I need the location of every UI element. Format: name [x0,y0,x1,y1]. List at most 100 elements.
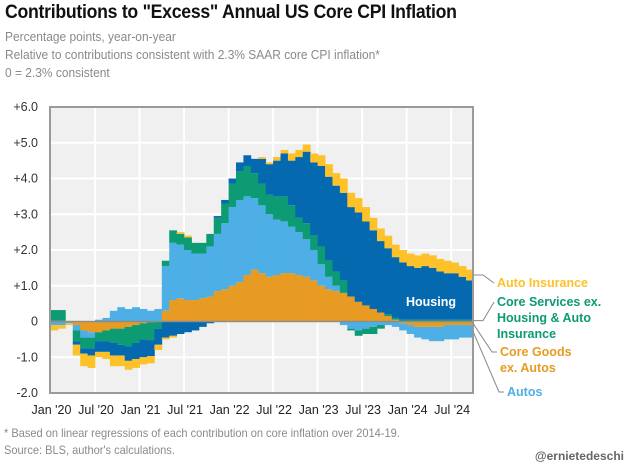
bar-segment-auto-insurance [466,269,474,281]
bar-segment-core-goods-ex-autos [436,321,445,327]
bar-segment-autos [376,321,385,326]
bar-segment-housing [176,321,185,335]
bar-segment-core-goods-ex-autos [117,321,126,329]
bar-segment-core-services-ex-housing-auto-insurance [466,319,474,322]
bar-segment-core-goods-ex-autos [391,319,400,322]
bar-segment-auto-insurance [339,178,348,193]
bar-segment-core-services-ex-housing-auto-insurance [287,205,296,227]
bar-segment-auto-insurance [161,337,170,340]
bar-segment-housing [236,162,244,172]
bar-segment-autos [154,308,163,322]
bar-segment-autos [458,325,467,338]
bar-segment-core-goods-ex-autos [109,321,118,329]
bar-segment-core-goods-ex-autos [273,275,281,322]
legend-label: ex. Autos [500,361,556,375]
bar-segment-core-goods-ex-autos [451,321,459,326]
bar-segment-housing [354,212,363,302]
bar-segment-core-services-ex-housing-auto-insurance [399,319,408,322]
bar-segment-housing [109,342,118,356]
bar-segment-core-goods-ex-autos [169,300,178,322]
bar-segment-housing [198,321,207,327]
bar-segment-auto-insurance [95,351,103,358]
bar-segment-core-goods-ex-autos [258,273,267,322]
bar-segment-autos [466,325,474,338]
bar-segment-autos [206,246,215,297]
bar-segment-core-services-ex-housing-auto-insurance [310,235,319,250]
bar-segment-autos [436,326,445,342]
bar-segment-housing [184,321,192,333]
y-tick-label: +4.0 [13,172,38,186]
bar-segment-autos [310,250,319,281]
bar-segment-housing [146,340,155,357]
bar-segment-housing [332,185,341,272]
bar-segment-autos [95,319,103,322]
legend-leader-line [473,274,495,284]
bar-segment-autos [354,321,363,331]
bar-segment-core-services-ex-housing-auto-insurance [273,196,281,220]
bar-segment-core-goods-ex-autos [466,321,474,326]
bar-segment-housing [273,160,281,197]
bar-segment-core-services-ex-housing-auto-insurance [339,280,348,293]
bar-segment-auto-insurance [87,355,96,368]
bar-segment-core-services-ex-housing-auto-insurance [265,194,274,215]
bar-segment-core-goods-ex-autos [102,321,111,331]
bar-segment-autos [265,214,274,277]
bar-segment-core-goods-ex-autos [80,321,88,331]
bar-segment-core-services-ex-housing-auto-insurance [57,310,66,321]
bar-segment-auto-insurance [369,217,378,231]
bar-segment-core-services-ex-housing-auto-insurance [391,317,400,320]
bar-segment-core-goods-ex-autos [384,316,393,322]
bar-segment-autos [176,244,185,299]
bar-segment-auto-insurance [139,357,148,365]
bar-segment-autos [191,253,200,301]
bar-segment-housing [310,162,319,236]
bar-segment-autos [57,321,66,326]
bar-segment-core-goods-ex-autos [287,273,296,322]
bar-segment-auto-insurance [302,144,311,152]
x-axis: Jan '20 Jul '20 Jan '21 Jul '21 Jan '22 Jul '… [32,403,471,417]
bar-segment-autos [184,250,192,301]
bar-segment-core-services-ex-housing-auto-insurance [458,319,467,322]
y-tick-label: -2.0 [16,386,38,400]
subtitle-relative: Relative to contributions consistent wit… [5,47,380,62]
bar-segment-core-services-ex-housing-auto-insurance [50,310,59,321]
bar-segment-core-goods-ex-autos [347,296,356,322]
bar-segment-core-services-ex-housing-auto-insurance [206,233,215,247]
bar-segment-autos [198,253,207,299]
bar-segment-autos [443,325,452,340]
bar-segment-housing [161,321,170,338]
bar-segment-core-services-ex-housing-auto-insurance [80,337,88,349]
bar-segment-core-services-ex-housing-auto-insurance [243,165,252,197]
bar-segment-core-goods-ex-autos [325,289,333,322]
bar-segment-autos [221,223,229,290]
bar-segment-auto-insurance [421,253,430,267]
bar-segment-core-services-ex-housing-auto-insurance [154,321,163,329]
bar-segment-auto-insurance [406,253,415,267]
bar-segment-core-services-ex-housing-auto-insurance [369,326,378,335]
bar-segment-core-services-ex-housing-auto-insurance [384,314,393,317]
bar-segment-core-services-ex-housing-auto-insurance [302,223,311,240]
bar-segment-core-goods-ex-autos [250,269,259,322]
bar-segment-core-services-ex-housing-auto-insurance [72,330,81,342]
x-tick-label: Jul '24 [434,403,470,417]
bar-segment-core-goods-ex-autos [376,312,385,322]
bar-segment-core-services-ex-housing-auto-insurance [414,319,422,322]
y-tick-label: +5.0 [13,136,38,150]
bar-segment-housing [191,321,200,331]
bar-segment-autos [117,307,126,322]
bar-segment-housing [287,160,296,206]
author-handle: @ernietedeschi [534,449,624,463]
bar-segment-auto-insurance [332,173,341,186]
bar-segment-core-goods-ex-autos [369,308,378,322]
bar-segment-housing [243,155,252,166]
bar-segment-auto-insurance [414,255,422,268]
bar-segment-core-services-ex-housing-auto-insurance [102,330,111,342]
subtitle-zero-note: 0 = 2.3% consistent [5,65,110,80]
bar-segment-housing [228,178,237,184]
bar-segment-autos [273,219,281,276]
bar-segment-core-goods-ex-autos [339,292,348,322]
bar-segment-core-goods-ex-autos [124,321,133,327]
bar-segment-housing [421,266,430,320]
bar-segment-housing [317,165,326,247]
bar-segment-core-goods-ex-autos [458,321,467,326]
